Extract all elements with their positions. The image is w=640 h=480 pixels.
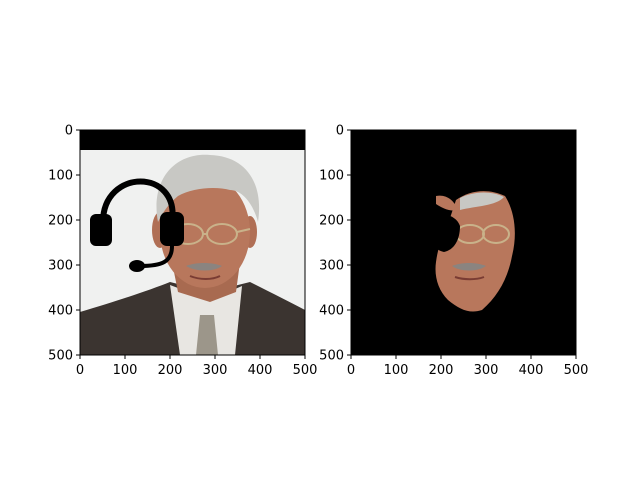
left-y-tick-label: 300 bbox=[48, 259, 73, 274]
left-x-tick-label: 100 bbox=[113, 363, 138, 378]
right-x-tick-label: 500 bbox=[564, 363, 589, 378]
right-x-tick-label: 200 bbox=[429, 363, 454, 378]
left-x-tick-label: 200 bbox=[158, 363, 183, 378]
left-x-tick-label: 500 bbox=[293, 363, 318, 378]
left-x-tick-label: 0 bbox=[76, 363, 84, 378]
left-y-tick-label: 0 bbox=[65, 124, 73, 139]
right-y-tick-label: 0 bbox=[336, 124, 344, 139]
left-y-tick-label: 500 bbox=[48, 349, 73, 364]
right-y-tick-label: 500 bbox=[319, 349, 344, 364]
right-y-tick-label: 400 bbox=[319, 304, 344, 319]
left-y-tick-label: 100 bbox=[48, 169, 73, 184]
left-x-tick-label: 400 bbox=[248, 363, 273, 378]
right-x-tick-label: 300 bbox=[474, 363, 499, 378]
right-axes-frame bbox=[350, 129, 577, 356]
right-y-tick-label: 200 bbox=[319, 214, 344, 229]
right-x-tick-label: 100 bbox=[384, 363, 409, 378]
right-y-tick-label: 300 bbox=[319, 259, 344, 274]
left-axes-frame bbox=[79, 129, 306, 356]
right-x-tick-label: 0 bbox=[347, 363, 355, 378]
right-image bbox=[351, 130, 576, 355]
right-x-tick-label: 400 bbox=[519, 363, 544, 378]
left-x-tick-label: 300 bbox=[203, 363, 228, 378]
left-y-tick-label: 200 bbox=[48, 214, 73, 229]
left-image bbox=[80, 130, 305, 355]
right-y-tick-label: 100 bbox=[319, 169, 344, 184]
left-y-tick-label: 400 bbox=[48, 304, 73, 319]
